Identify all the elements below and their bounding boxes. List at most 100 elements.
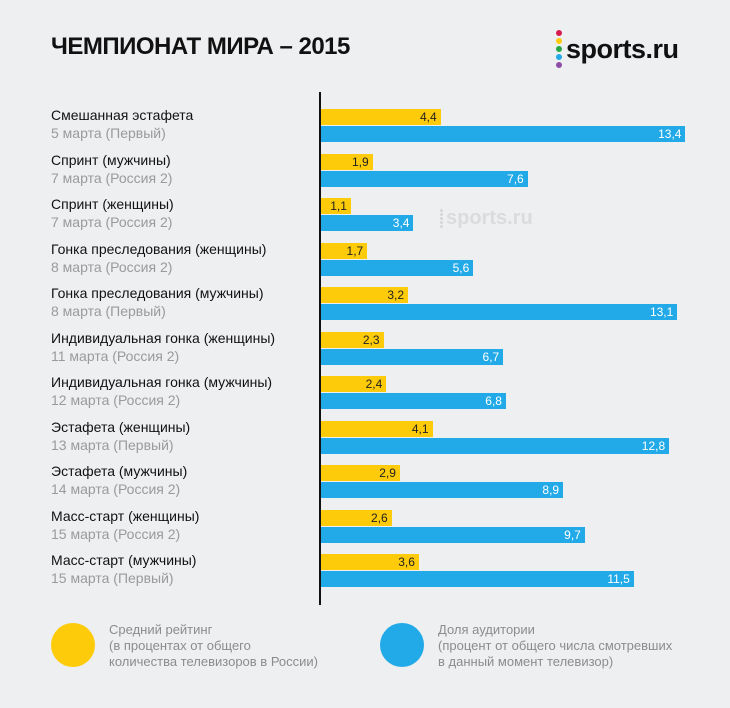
bar-rating: 4,4: [321, 109, 441, 125]
watermark: sports.ru: [440, 207, 533, 230]
legend-item-rating: Средний рейтинг (в процентах от общего к…: [51, 622, 318, 670]
bar-rating: 3,2: [321, 287, 409, 303]
category-date-channel: 8 марта (Россия 2): [51, 258, 173, 275]
bar-value-label-rating: 2,9: [379, 466, 396, 480]
chart-title: ЧЕМПИОНАТ МИРА – 2015: [51, 33, 350, 60]
bar-value-label-share: 13,1: [649, 305, 674, 319]
category-label: Гонка преследования (женщины) 8 марта (Ро…: [51, 240, 266, 276]
legend-text-share: Доля аудитории (процент от общего числа …: [438, 622, 672, 670]
bar-share: 13,4: [321, 126, 686, 142]
bar-value-label-share: 8,9: [542, 483, 560, 497]
logo-dot: [556, 30, 562, 36]
bar-rating: 2,9: [321, 465, 400, 481]
bar-value-label-share: 3,4: [392, 216, 410, 230]
bar-share: 13,1: [321, 304, 678, 320]
y-axis-line: [319, 92, 321, 605]
legend-swatch-share: [380, 623, 424, 667]
bar-rating: 1,7: [321, 242, 368, 259]
category-label: Индивидуальная гонка (женщины) 11 марта (…: [51, 329, 275, 365]
category-label: Смешанная эстафета 5 марта (Первый): [51, 106, 193, 142]
bar-rating: 2,6: [321, 509, 392, 526]
category-label: Эстафета (мужчины) 14 марта (Россия 2): [51, 462, 187, 498]
category-label: Масс-старт (женщины) 15 марта (Россия 2): [51, 507, 199, 543]
bar-share: 6,8: [321, 393, 506, 409]
category-name: Индивидуальная гонка (мужчины): [51, 374, 273, 390]
bar-value-label-share: 6,7: [482, 349, 500, 364]
logo-text: sports.ru: [566, 33, 679, 64]
bar-rating: 2,4: [321, 376, 387, 392]
bar-share: 5,6: [321, 259, 474, 276]
category-label: Эстафета (женщины) 13 марта (Первый): [51, 418, 190, 454]
legend-item-share: Доля аудитории (процент от общего числа …: [380, 622, 672, 670]
legend-rating-line-3: количества телевизоров в России): [109, 654, 318, 669]
bar-value-label-share: 12,8: [641, 438, 666, 453]
legend-share-line-3: в данный момент телевизор): [438, 654, 614, 669]
category-name: Масс-старт (мужчины): [51, 552, 197, 568]
category-name: Спринт (женщины): [51, 196, 174, 212]
category-date-channel: 15 марта (Россия 2): [51, 525, 181, 542]
bar-rating: 3,6: [321, 554, 419, 570]
category-date-channel: 11 марта (Россия 2): [51, 347, 180, 364]
category-name: Масс-старт (женщины): [51, 507, 200, 524]
bar-rating: 1,9: [321, 153, 373, 170]
category-name: Эстафета (женщины): [51, 418, 191, 435]
category-label: Индивидуальная гонка (мужчины) 12 марта (…: [51, 373, 272, 409]
legend-share-line-2: (процент от общего числа смотревших: [438, 638, 673, 653]
legend-share-line-1: Доля аудитории: [438, 622, 535, 637]
logo-dot: [556, 62, 562, 68]
bar-value-label-share: 11,5: [607, 572, 630, 586]
bar-value-label-share: 6,8: [485, 394, 502, 408]
bar-value-label-rating: 1,1: [330, 199, 347, 213]
bar-value-label-rating: 3,6: [398, 555, 415, 569]
category-label: Масс-старт (мужчины) 15 марта (Первый): [51, 551, 196, 587]
category-date-channel: 13 марта (Первый): [51, 436, 174, 453]
logo-dots-icon: [556, 30, 562, 68]
bar-share: 9,7: [321, 526, 585, 543]
sports-ru-logo: sports.ru: [556, 30, 679, 68]
category-date-channel: 8 марта (Первый): [51, 303, 166, 319]
category-date-channel: 15 марта (Первый): [51, 570, 174, 586]
category-date-channel: 5 марта (Первый): [51, 125, 166, 141]
bar-value-label-rating: 2,3: [362, 332, 380, 347]
category-label: Гонка преследования (мужчины) 8 марта (Пе…: [51, 284, 264, 320]
legend-rating-line-1: Средний рейтинг: [109, 622, 213, 637]
bar-value-label-rating: 2,6: [371, 510, 388, 525]
bar-share: 6,7: [321, 348, 504, 365]
bar-value-label-rating: 3,2: [387, 288, 405, 302]
logo-dot: [556, 38, 562, 44]
category-name: Гонка преследования (женщины): [51, 240, 267, 257]
category-name: Смешанная эстафета: [51, 107, 194, 123]
bar-value-label-share: 7,6: [507, 171, 524, 186]
bar-rating: 2,3: [321, 331, 384, 348]
bar-value-label-share: 13,4: [658, 127, 682, 141]
watermark-text: sports.ru: [446, 207, 533, 229]
bar-share: 3,4: [321, 215, 414, 231]
category-label: Спринт (мужчины) 7 марта (Россия 2): [51, 151, 172, 187]
category-label: Спринт (женщины) 7 марта (Россия 2): [51, 195, 174, 231]
category-name: Спринт (мужчины): [51, 151, 171, 168]
category-name: Индивидуальная гонка (женщины): [51, 329, 276, 346]
bar-value-label-rating: 1,9: [351, 154, 369, 169]
watermark-dots-icon: [440, 209, 443, 228]
legend-rating-line-2: (в процентах от общего: [109, 638, 251, 653]
logo-dot: [556, 54, 562, 60]
logo-dot: [556, 46, 562, 52]
category-date-channel: 14 марта (Россия 2): [51, 481, 181, 497]
bar-value-label-rating: 4,4: [419, 110, 437, 124]
category-date-channel: 7 марта (Россия 2): [51, 169, 173, 186]
category-name: Эстафета (мужчины): [51, 463, 188, 479]
bar-rating: 4,1: [321, 420, 433, 437]
category-date-channel: 12 марта (Россия 2): [51, 392, 181, 408]
category-date-channel: 7 марта (Россия 2): [51, 214, 173, 230]
bar-share: 11,5: [321, 571, 634, 587]
bar-share: 12,8: [321, 437, 670, 454]
bar-rating: 1,1: [321, 198, 351, 214]
bar-value-label-rating: 1,7: [346, 243, 364, 258]
bar-share: 7,6: [321, 170, 528, 187]
bar-value-label-rating: 4,1: [411, 421, 429, 436]
bar-value-label-rating: 2,4: [365, 377, 383, 391]
bar-value-label-share: 5,6: [452, 260, 470, 275]
legend-text-rating: Средний рейтинг (в процентах от общего к…: [109, 622, 318, 670]
bar-value-label-share: 9,7: [564, 527, 581, 542]
bar-share: 8,9: [321, 482, 564, 498]
